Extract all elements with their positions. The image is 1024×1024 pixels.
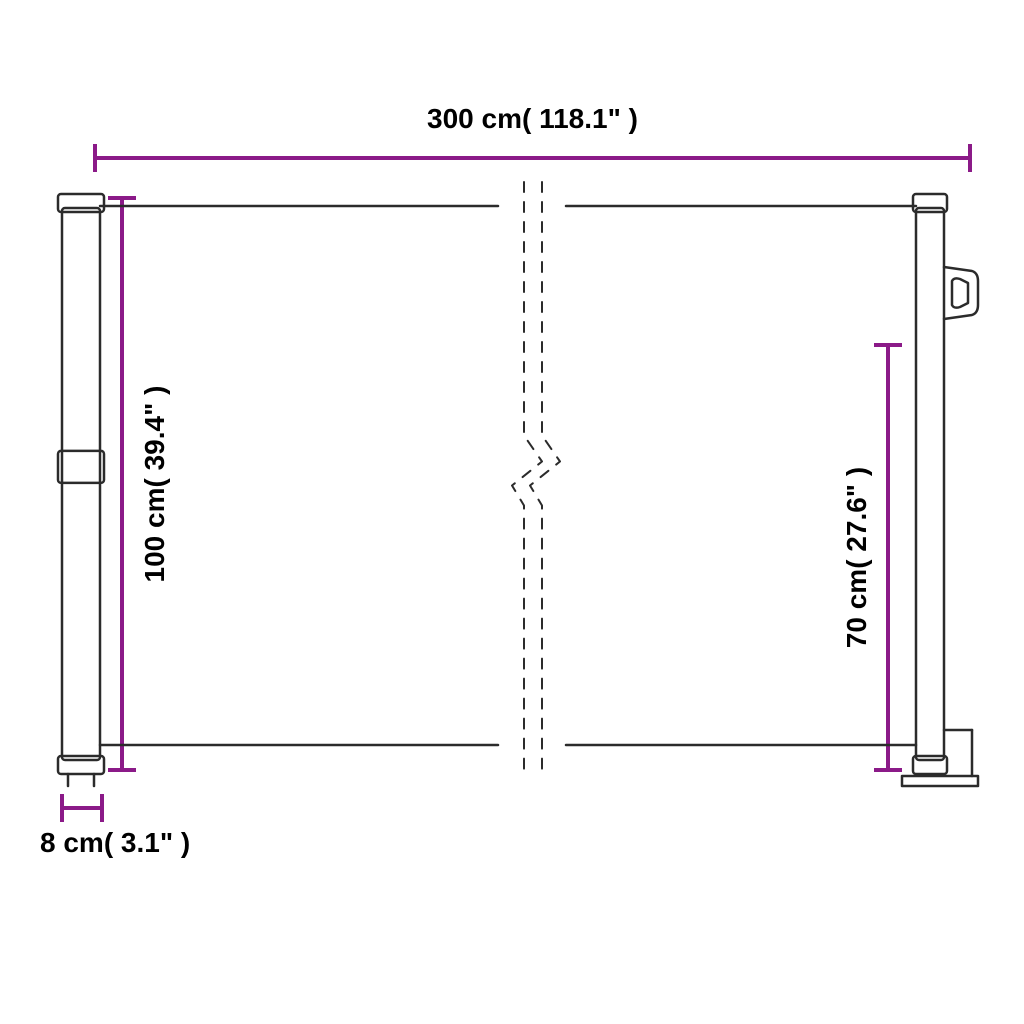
height-fabric-label: 70 cm( 27.6" ): [841, 467, 872, 648]
dimension-diagram: 300 cm( 118.1" ) 100 cm( 39.4" ) 70 cm( 27…: [0, 0, 1024, 1024]
handle-icon: [944, 267, 978, 319]
depth-label: 8 cm( 3.1" ): [40, 827, 190, 858]
height-full-label: 100 cm( 39.4" ): [139, 386, 170, 583]
dimension-depth: 8 cm( 3.1" ): [40, 794, 190, 858]
break-mark-left: [512, 182, 542, 769]
product-outline: [58, 182, 978, 786]
width-label: 300 cm( 118.1" ): [427, 103, 638, 134]
break-mark-right: [530, 182, 560, 769]
dimension-height-fabric: 70 cm( 27.6" ): [841, 345, 902, 770]
dimension-height-full: 100 cm( 39.4" ): [108, 198, 170, 770]
dimension-width: 300 cm( 118.1" ): [95, 103, 970, 172]
